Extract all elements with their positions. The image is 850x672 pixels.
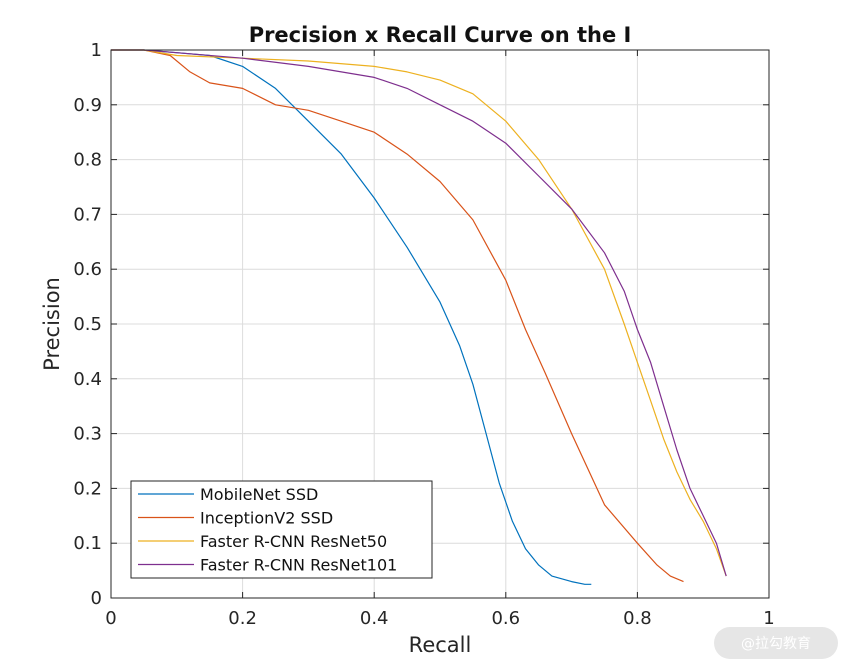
x-tick-label: 0.2	[228, 608, 257, 629]
x-tick-label: 0.8	[623, 608, 652, 629]
y-axis-label: Precision	[40, 277, 64, 371]
watermark-text: @拉勾教育	[741, 636, 811, 652]
ticks	[110, 49, 770, 599]
series-line-mobilenet-ssd	[111, 49, 592, 585]
x-tick-label: 0.4	[360, 608, 389, 629]
y-tick-label: 0.3	[73, 424, 102, 445]
y-tick-label: 0.1	[73, 533, 102, 554]
legend-entry-faster-r-cnn-resnet101: Faster R-CNN ResNet101	[200, 556, 397, 575]
y-tick-label: 0	[91, 588, 102, 609]
y-tick-label: 0.7	[73, 204, 102, 225]
x-tick-label: 1	[763, 608, 774, 629]
x-axis-label: Recall	[409, 633, 472, 657]
y-tick-label: 0.5	[73, 314, 102, 335]
legend-box	[130, 480, 433, 579]
y-tick-label: 0.6	[73, 259, 102, 280]
y-tick-label: 0.4	[73, 369, 102, 390]
tick-labels: 0 0.2 0.4 0.6 0.8 1 0 0.1 0.2 0.3 0.4 0.5 0.6 0.7 0.8 0…	[73, 40, 774, 629]
legend-entry-inceptionv2-ssd: InceptionV2 SSD	[200, 509, 333, 528]
legend-entry-faster-r-cnn-resnet50: Faster R-CNN ResNet50	[200, 532, 387, 551]
y-tick-label: 1	[91, 40, 102, 61]
series-line-faster-r-cnn-resnet50	[111, 49, 727, 577]
curves	[111, 49, 727, 585]
series-line-inceptionv2-ssd	[111, 49, 684, 583]
series-line-faster-r-cnn-resnet101	[111, 49, 727, 577]
chart-title: Precision x Recall Curve on the I	[249, 23, 632, 47]
watermark: @拉勾教育	[714, 627, 838, 659]
y-tick-label: 0.8	[73, 150, 102, 171]
legend-entry-mobilenet-ssd: MobileNet SSD	[200, 485, 318, 504]
watermark-badge	[714, 627, 838, 659]
x-tick-label: 0	[105, 608, 116, 629]
y-tick-label: 0.9	[73, 95, 102, 116]
legend: MobileNet SSD InceptionV2 SSD Faster R-CNN…	[130, 480, 433, 579]
x-tick-label: 0.6	[491, 608, 520, 629]
y-tick-label: 0.2	[73, 478, 102, 499]
